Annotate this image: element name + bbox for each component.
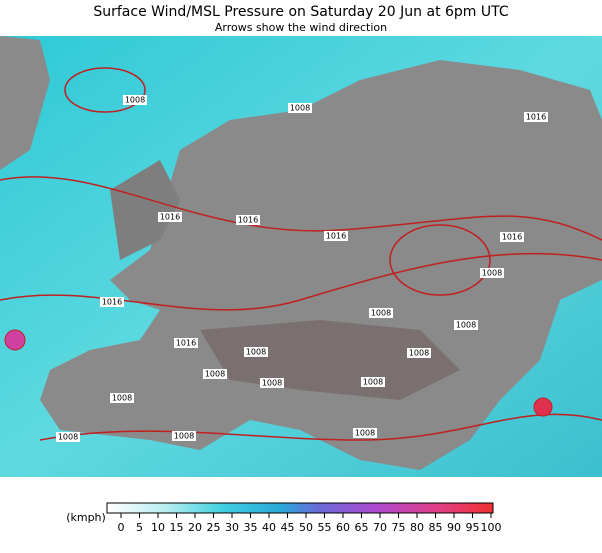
isobar-label-box <box>454 320 478 330</box>
legend-tick-label: 95 <box>466 521 480 534</box>
low-centre <box>533 397 553 417</box>
isobar-label: 1016 <box>176 339 196 348</box>
isobar-label-box <box>56 432 80 442</box>
legend-tick-label: 90 <box>447 521 461 534</box>
isobar-label-box <box>407 348 431 358</box>
isobar-label: 1008 <box>355 429 375 438</box>
greenland <box>0 36 50 170</box>
isobar-label: 1008 <box>112 394 132 403</box>
isobar-label-box <box>260 378 284 388</box>
legend-tick-label: 30 <box>225 521 239 534</box>
isobar <box>389 224 491 296</box>
isobar-label-box <box>524 112 548 122</box>
legend-tick-label: 10 <box>151 521 165 534</box>
isobar-label: 1008 <box>58 433 78 442</box>
legend-tick-label: 55 <box>318 521 332 534</box>
isobar-label-box <box>158 212 182 222</box>
land <box>40 60 602 470</box>
legend-tick-label: 70 <box>373 521 387 534</box>
isobar-label: 1008 <box>482 269 502 278</box>
isobar-label: 1016 <box>502 233 522 242</box>
isobar-label-box <box>361 377 385 387</box>
isobar-label: 1016 <box>160 213 180 222</box>
legend-tick-label: 80 <box>410 521 424 534</box>
legend-ticks: 0 5 10 15 20 25 30 35 40 45 50 55 60 65 70 75 80 85 90 95 10… <box>118 513 502 534</box>
isobar-label-box <box>174 338 198 348</box>
legend-tick-label: 0 <box>118 521 125 534</box>
isobar-label-box <box>288 103 312 113</box>
isobar-label: 1008 <box>456 321 476 330</box>
isobar-label: 1008 <box>363 378 383 387</box>
legend-unit: (kmph) <box>66 511 106 524</box>
isobar-label: 1016 <box>102 298 122 307</box>
isobar-label: 1008 <box>125 96 145 105</box>
legend-tick-label: 40 <box>262 521 276 534</box>
isobar-label: 1008 <box>205 370 225 379</box>
isobar-label-box <box>353 428 377 438</box>
isobar-label-box <box>324 231 348 241</box>
isobar-label-box <box>480 268 504 278</box>
isobar-label-box <box>172 431 196 441</box>
legend-tick-label: 25 <box>207 521 221 534</box>
isobar <box>0 252 602 311</box>
isobar-label: 1008 <box>262 379 282 388</box>
isobar-label: 1008 <box>246 348 266 357</box>
isobar-label-box <box>236 215 260 225</box>
low-centre <box>4 329 26 351</box>
isobar <box>64 67 146 113</box>
isobar-label-box <box>203 369 227 379</box>
title: Surface Wind/MSL Pressure on Saturday 20… <box>93 4 509 20</box>
isobar-label: 1008 <box>290 104 310 113</box>
isobar-label-box <box>500 232 524 242</box>
legend-tick-label: 20 <box>188 521 202 534</box>
isobar-label: 1016 <box>326 232 346 241</box>
legend-tick-label: 35 <box>244 521 258 534</box>
isobar-label: 1008 <box>409 349 429 358</box>
legend-tick-label: 15 <box>170 521 184 534</box>
legend-tick-label: 100 <box>481 521 502 534</box>
legend-tick-label: 85 <box>429 521 443 534</box>
legend-tick-label: 5 <box>136 521 143 534</box>
legend-tick-label: 50 <box>299 521 313 534</box>
isobar-label: 1008 <box>174 432 194 441</box>
isobar-label-box <box>123 95 147 105</box>
color-scale <box>106 502 494 514</box>
isobar-label-box <box>244 347 268 357</box>
scandinavia <box>110 160 180 260</box>
isobar-label: 1016 <box>238 216 258 225</box>
legend-tick-label: 65 <box>355 521 369 534</box>
isobar <box>39 413 602 441</box>
legend-tick-label: 45 <box>281 521 295 534</box>
map <box>0 36 602 477</box>
legend-tick-label: 75 <box>392 521 406 534</box>
legend-tick-label: 60 <box>336 521 350 534</box>
isobar-label-box <box>369 308 393 318</box>
subtitle: Arrows show the wind direction <box>215 21 387 34</box>
isobar-label: 1016 <box>526 113 546 122</box>
isobar-label: 1008 <box>371 309 391 318</box>
isobar-labels: 1008 1008 1016 1016 1016 1016 1016 1008 1016 1008… <box>56 95 548 442</box>
isobar-label-box <box>110 393 134 403</box>
isobar <box>0 176 602 241</box>
isobar-label-box <box>100 297 124 307</box>
